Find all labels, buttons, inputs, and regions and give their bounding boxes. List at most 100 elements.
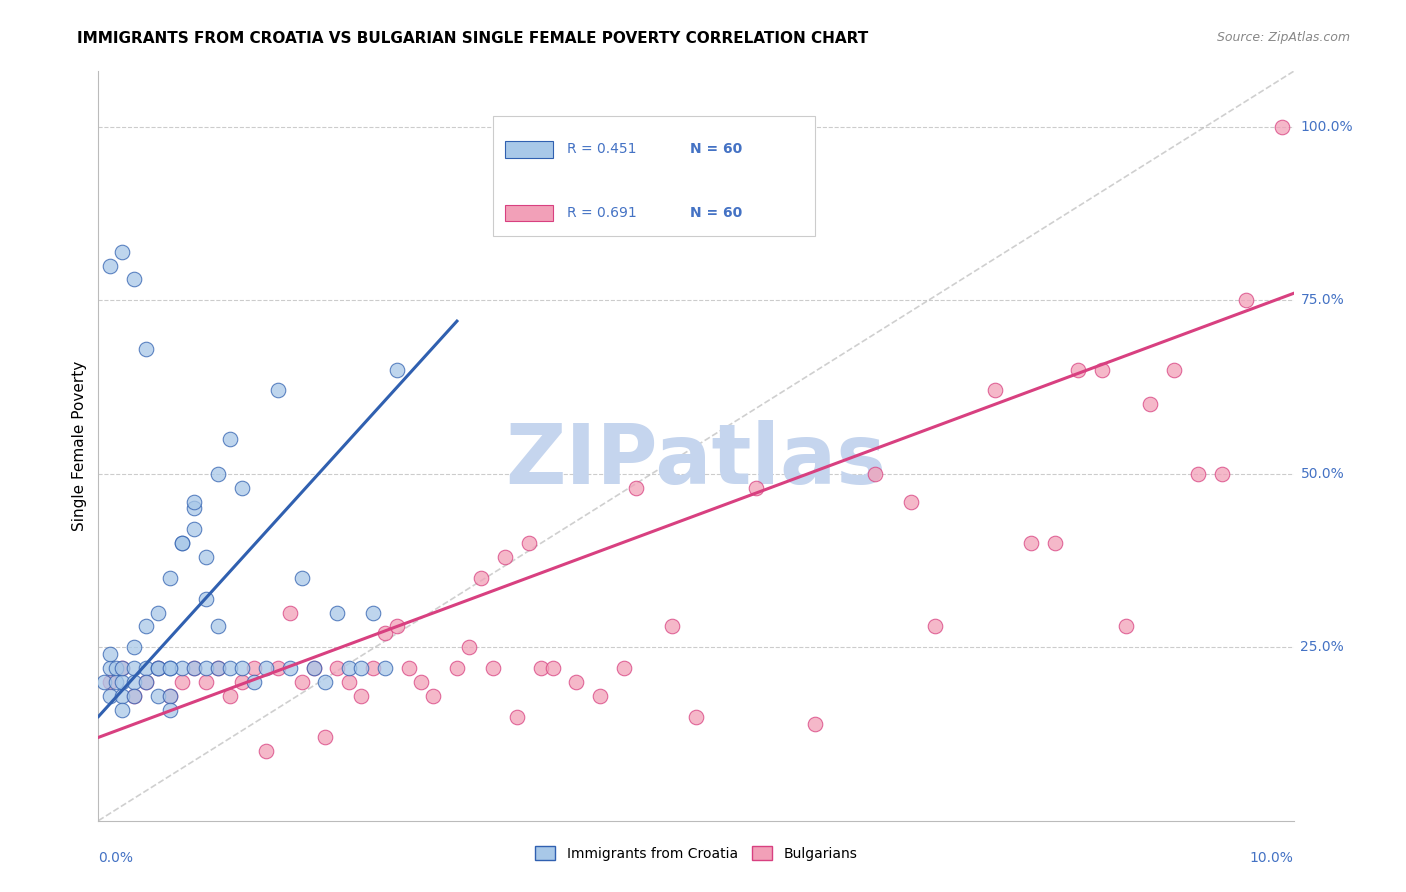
Point (984, 384, 1007, 398)
Point (326, 661, 349, 675)
Point (159, 703, 181, 717)
Point (482, 661, 505, 675)
FancyBboxPatch shape (505, 141, 553, 158)
Point (458, 640, 481, 655)
FancyBboxPatch shape (494, 116, 815, 236)
Point (135, 674, 157, 689)
Point (159, 689, 181, 703)
Point (363, 661, 385, 675)
Point (924, 619, 946, 633)
Point (111, 703, 134, 717)
FancyBboxPatch shape (505, 205, 553, 221)
Point (865, 467, 887, 481)
Text: IMMIGRANTS FROM CROATIA VS BULGARIAN SINGLE FEMALE POVERTY CORRELATION CHART: IMMIGRANTS FROM CROATIA VS BULGARIAN SIN… (77, 31, 869, 46)
Point (422, 689, 444, 703)
Text: N = 60: N = 60 (690, 143, 742, 156)
Point (98, 674, 122, 689)
Point (1211, 467, 1233, 481)
Point (267, 661, 290, 675)
Point (105, 674, 128, 689)
Point (135, 674, 157, 689)
Point (135, 342, 157, 356)
Point (159, 689, 181, 703)
Point (231, 674, 253, 689)
Point (350, 661, 373, 675)
Point (398, 661, 420, 675)
Point (1019, 536, 1042, 550)
Point (111, 661, 134, 675)
Point (98, 661, 122, 675)
Text: Source: ZipAtlas.com: Source: ZipAtlas.com (1216, 31, 1350, 45)
Point (148, 689, 170, 703)
Point (195, 591, 218, 606)
Point (219, 689, 242, 703)
Point (517, 536, 540, 550)
Point (243, 661, 266, 675)
Point (183, 661, 205, 675)
Point (124, 272, 146, 286)
Point (195, 549, 218, 564)
Point (350, 689, 373, 703)
Point (172, 674, 194, 689)
Point (1163, 362, 1185, 376)
Text: 50.0%: 50.0% (1301, 467, 1344, 481)
Point (278, 606, 301, 620)
Point (172, 536, 194, 550)
Point (411, 674, 433, 689)
Text: 0.0%: 0.0% (98, 851, 134, 865)
Point (626, 481, 648, 495)
Point (172, 661, 194, 675)
Point (530, 661, 553, 675)
Text: R = 0.451: R = 0.451 (567, 143, 637, 156)
Point (315, 731, 337, 745)
Point (172, 536, 194, 550)
Text: 25.0%: 25.0% (1301, 640, 1344, 654)
Point (124, 689, 146, 703)
Point (148, 606, 170, 620)
Point (111, 674, 134, 689)
Point (124, 661, 146, 675)
Point (900, 494, 922, 508)
Point (745, 481, 768, 495)
Point (1115, 619, 1137, 633)
Point (195, 674, 218, 689)
Text: 100.0%: 100.0% (1301, 120, 1353, 134)
Point (1187, 467, 1209, 481)
Y-axis label: Single Female Poverty: Single Female Poverty (72, 361, 87, 531)
Point (1234, 293, 1257, 308)
Point (207, 661, 229, 675)
Point (565, 674, 588, 689)
Point (219, 432, 242, 446)
Point (105, 661, 128, 675)
Point (254, 744, 277, 758)
Point (1091, 362, 1114, 376)
Point (254, 661, 277, 675)
Point (589, 689, 612, 703)
Point (315, 674, 337, 689)
Point (291, 571, 314, 585)
Point (98, 689, 122, 703)
Point (135, 661, 157, 675)
Point (183, 661, 205, 675)
Point (1043, 536, 1066, 550)
Point (231, 481, 253, 495)
Point (804, 716, 827, 731)
Point (1271, 120, 1294, 134)
Point (541, 661, 564, 675)
Point (302, 661, 325, 675)
Point (326, 606, 349, 620)
Point (195, 661, 218, 675)
Legend: Immigrants from Croatia, Bulgarians: Immigrants from Croatia, Bulgarians (529, 840, 863, 866)
Point (148, 661, 170, 675)
Text: 75.0%: 75.0% (1301, 293, 1344, 308)
Point (339, 661, 361, 675)
Point (613, 661, 636, 675)
Point (124, 674, 146, 689)
Point (494, 549, 516, 564)
Point (183, 494, 205, 508)
Point (98, 647, 122, 661)
Point (159, 661, 181, 675)
Point (207, 467, 229, 481)
Point (183, 522, 205, 536)
Point (159, 571, 181, 585)
